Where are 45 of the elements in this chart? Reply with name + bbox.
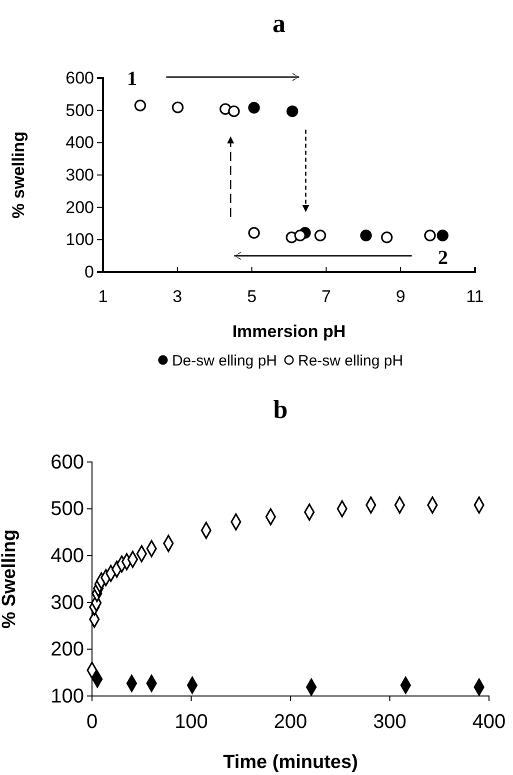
point [134,100,146,112]
y-tick-label: 500 [50,498,84,520]
y-tick-label: 300 [50,592,84,614]
point [360,230,372,242]
x-axis-title: Time (minutes) [223,752,358,773]
y-tick-label: 500 [66,100,94,120]
legend-label: Re-sw elling pH [298,352,404,370]
x-tick-label: 5 [247,287,257,306]
x-tick-label: 11 [466,287,484,306]
y-axis-title: % swelling [9,132,28,218]
annotation: 2 [438,247,448,269]
point [248,102,260,114]
annotation: 1 [127,68,137,90]
y-tick-label: 200 [50,638,84,661]
y-tick-label: 200 [66,198,94,217]
x-tick-label: 300 [373,711,406,733]
chart-title: a [272,9,286,38]
x-tick-label: 7 [321,287,331,306]
x-tick-label: 100 [174,711,208,733]
y-tick-label: 600 [50,451,84,474]
chart-title: b [273,395,288,424]
x-axis-title: Immersion pH [232,322,346,341]
y-axis-title: % Swelling [0,529,20,629]
y-tick-label: 100 [50,685,84,708]
y-tick-label: 400 [50,545,84,567]
point [172,102,184,114]
y-tick-label: 100 [66,230,94,250]
point [248,227,260,239]
y-tick-label: 300 [66,165,94,184]
x-tick-label: 200 [274,711,308,733]
y-tick-label: 0 [84,262,94,282]
y-tick-label: 400 [66,133,94,152]
x-tick-label: 9 [396,287,406,306]
point [228,105,240,118]
y-tick-label: 600 [66,68,94,88]
legend-label: De-sw elling pH [172,352,277,370]
point [436,230,448,242]
point [294,230,306,242]
point [314,230,326,242]
point [424,230,436,242]
point [286,105,298,118]
x-tick-label: 400 [472,711,506,733]
x-tick-label: 1 [98,287,108,306]
x-tick-label: 3 [172,287,182,306]
point [380,232,393,244]
